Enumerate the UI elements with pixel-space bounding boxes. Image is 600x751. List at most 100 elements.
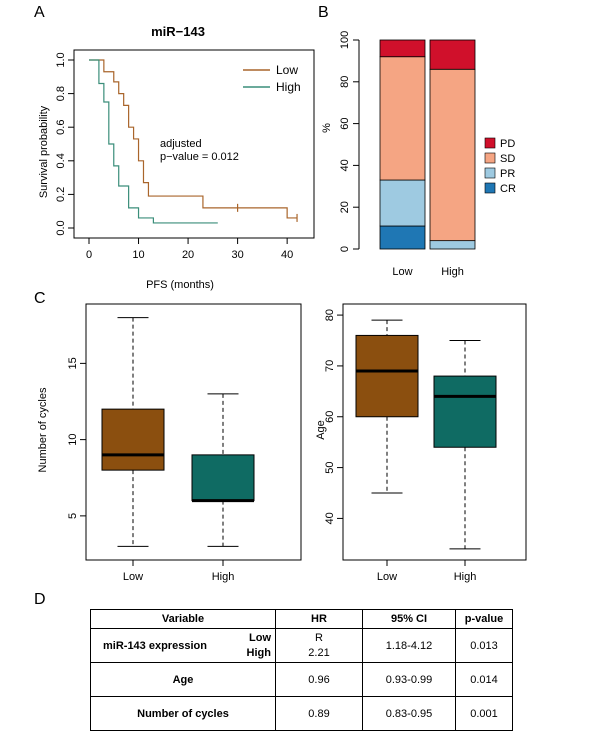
bar-segment-pd bbox=[429, 39, 476, 70]
boxplot-category-label: High bbox=[212, 571, 235, 583]
table-cell-ci: 0.93-0.99 bbox=[362, 662, 456, 697]
table-cell-variable: miR-143 expression Low High bbox=[90, 628, 276, 663]
age-y-label: Age bbox=[315, 420, 327, 440]
bar-y-tick-label: 100 bbox=[339, 31, 351, 49]
km-annotation-adjusted: adjusted bbox=[160, 138, 202, 150]
cycles-y-label: Number of cycles bbox=[37, 387, 49, 472]
km-plot-frame bbox=[73, 49, 315, 239]
table-header-variable: Variable bbox=[90, 609, 276, 629]
bar-y-tick-label: 80 bbox=[339, 76, 351, 88]
variable-sub-high: High bbox=[246, 646, 271, 659]
boxplot-box-high bbox=[433, 375, 497, 448]
table-header-ci: 95% CI bbox=[362, 609, 456, 629]
km-y-tick-label: 0.2 bbox=[55, 187, 67, 202]
table-cell-pvalue: 0.013 bbox=[455, 628, 513, 663]
panel-label-d: D bbox=[34, 591, 46, 608]
boxplot-y-tick-label: 40 bbox=[324, 512, 336, 524]
bar-legend-swatch-pr bbox=[484, 167, 496, 179]
km-y-tick-label: 1.0 bbox=[55, 52, 67, 67]
bar-legend-swatch-pd bbox=[484, 137, 496, 149]
table-row: Number of cycles 0.89 0.83-0.95 0.001 bbox=[90, 696, 513, 731]
table-cell-variable: Age bbox=[90, 662, 276, 697]
boxplot-category-label: Low bbox=[377, 571, 397, 583]
bar-segment-pr bbox=[379, 179, 426, 227]
variable-sub-low: Low bbox=[249, 631, 271, 644]
boxplot-frame bbox=[342, 303, 527, 561]
bar-y-tick-label: 40 bbox=[339, 159, 351, 171]
bar-segment-sd bbox=[379, 56, 426, 181]
table-header-row: Variable HR 95% CI p-value bbox=[90, 609, 513, 629]
boxplot-box-high bbox=[191, 454, 255, 502]
bar-segment-sd bbox=[429, 68, 476, 242]
km-curve-high bbox=[89, 59, 218, 224]
panel-label-b: B bbox=[318, 4, 329, 21]
km-y-tick-label: 0.0 bbox=[55, 220, 67, 235]
km-y-label: Survival probability bbox=[38, 105, 50, 198]
table-header-hr: HR bbox=[275, 609, 363, 629]
km-x-tick-label: 10 bbox=[132, 249, 144, 261]
km-title: miR−143 bbox=[151, 24, 205, 39]
bar-y-tick-label: 0 bbox=[339, 246, 351, 252]
km-legend-label-high: High bbox=[276, 80, 301, 94]
panel-label-c: C bbox=[34, 290, 46, 307]
km-y-tick-label: 0.4 bbox=[55, 153, 67, 168]
age-boxplot: Age 40 50 60 70 80 Low High bbox=[315, 303, 527, 583]
boxplot-category-label: Low bbox=[123, 571, 143, 583]
cycles-boxplot: Number of cycles 5 10 15 Low High bbox=[37, 303, 302, 583]
boxplot-box-low bbox=[355, 334, 419, 418]
km-x-tick-label: 30 bbox=[231, 249, 243, 261]
table-cell-pvalue: 0.001 bbox=[455, 696, 513, 731]
bar-legend-swatch-cr bbox=[484, 182, 496, 194]
bar-category-label: Low bbox=[392, 266, 412, 278]
bar-legend-label-sd: SD bbox=[500, 153, 515, 165]
boxplot-box-low bbox=[101, 408, 165, 471]
table-cell-variable: Number of cycles bbox=[90, 696, 276, 731]
bar-segment-pd bbox=[379, 39, 426, 58]
table-cell-hr: R 2.21 bbox=[275, 628, 363, 663]
panel-label-a: A bbox=[34, 4, 45, 21]
km-plot: miR−143 adjusted p−value = 0.012 PFS (mo… bbox=[38, 24, 315, 291]
hr-reference: R bbox=[315, 631, 323, 644]
km-legend-label-low: Low bbox=[276, 63, 298, 77]
bar-segment-pr bbox=[429, 240, 476, 250]
km-x-tick-label: 20 bbox=[182, 249, 194, 261]
km-x-label: PFS (months) bbox=[146, 279, 214, 291]
bar-segment-cr bbox=[379, 225, 426, 250]
km-y-tick-label: 0.8 bbox=[55, 86, 67, 101]
bar-y-label: % bbox=[321, 123, 333, 133]
boxplot-frame bbox=[85, 303, 302, 561]
variable-name: miR-143 expression bbox=[103, 639, 207, 652]
boxplot-y-tick-label: 50 bbox=[324, 461, 336, 473]
km-y-tick-label: 0.6 bbox=[55, 120, 67, 135]
boxplot-y-tick-label: 5 bbox=[67, 513, 79, 519]
bar-category-label: High bbox=[441, 266, 464, 278]
table-header-pvalue: p-value bbox=[455, 609, 513, 629]
table-cell-hr: 0.96 bbox=[275, 662, 363, 697]
km-x-tick-label: 0 bbox=[86, 249, 92, 261]
km-x-tick-label: 40 bbox=[281, 249, 293, 261]
hr-value: 2.21 bbox=[308, 646, 330, 659]
cox-regression-table: Variable HR 95% CI p-value miR-143 expre… bbox=[90, 609, 513, 731]
km-annotation-pvalue: p−value = 0.012 bbox=[160, 151, 239, 163]
table-row: Age 0.96 0.93-0.99 0.014 bbox=[90, 662, 513, 697]
boxplot-y-tick-label: 10 bbox=[67, 434, 79, 446]
bar-legend-label-pr: PR bbox=[500, 168, 515, 180]
response-bar-chart: % 0 20 40 60 80 100 Low High PD SD PR CR bbox=[321, 31, 516, 278]
bar-legend-label-pd: PD bbox=[500, 138, 515, 150]
km-curve-low bbox=[89, 59, 298, 219]
table-cell-hr: 0.89 bbox=[275, 696, 363, 731]
bar-y-tick-label: 60 bbox=[339, 117, 351, 129]
bar-legend-label-cr: CR bbox=[500, 183, 516, 195]
table-cell-ci: 1.18-4.12 bbox=[362, 628, 456, 663]
boxplot-y-tick-label: 70 bbox=[324, 360, 336, 372]
boxplot-y-tick-label: 80 bbox=[324, 309, 336, 321]
boxplot-y-tick-label: 60 bbox=[324, 411, 336, 423]
bar-legend-swatch-sd bbox=[484, 152, 496, 164]
boxplot-category-label: High bbox=[454, 571, 477, 583]
bar-y-tick-label: 20 bbox=[339, 201, 351, 213]
table-row: miR-143 expression Low High R 2.21 1.18-… bbox=[90, 628, 513, 663]
boxplot-y-tick-label: 15 bbox=[67, 357, 79, 369]
table-cell-ci: 0.83-0.95 bbox=[362, 696, 456, 731]
table-cell-pvalue: 0.014 bbox=[455, 662, 513, 697]
